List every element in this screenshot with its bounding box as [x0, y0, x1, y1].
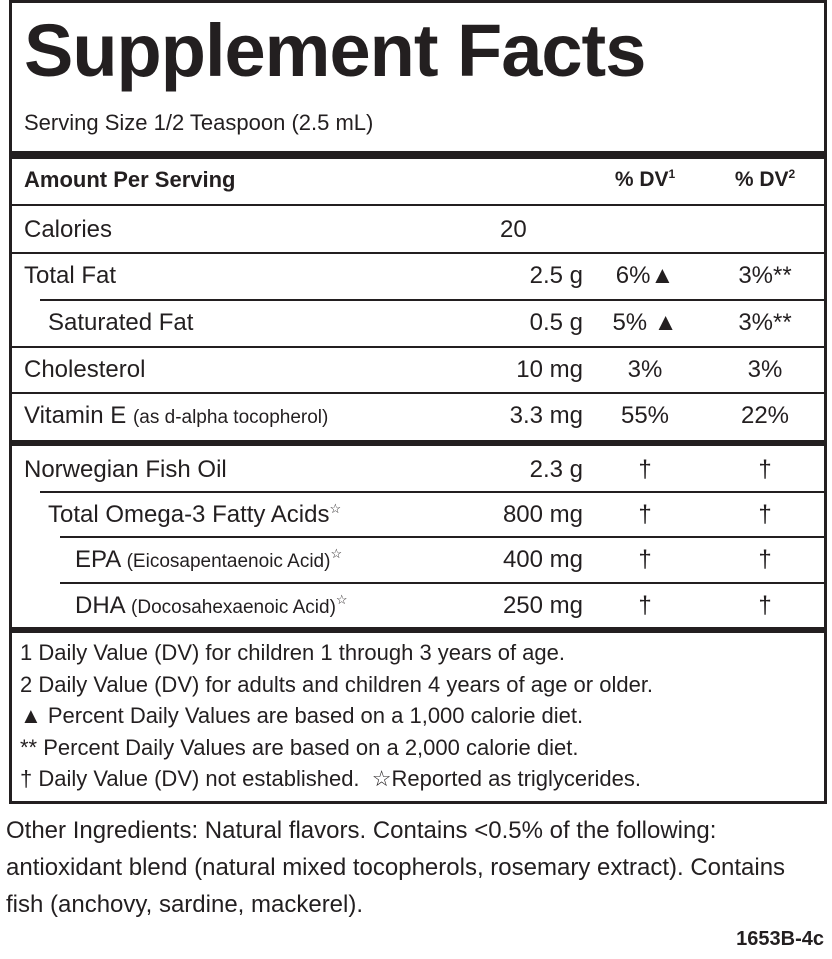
- row-name: Norwegian Fish Oil: [24, 456, 227, 484]
- row-name: Vitamin E (as d-alpha tocopherol): [24, 402, 328, 430]
- header-dv-sup: 2: [788, 167, 796, 181]
- row-name: Total Omega-3 Fatty Acids☆: [48, 501, 341, 529]
- amount: 2.3 g: [529, 456, 583, 483]
- amount: 0.5 g: [529, 309, 583, 336]
- row-name: Calories: [24, 216, 112, 244]
- nutrient-name: Total Fat: [24, 262, 117, 289]
- header-dv-text: % DV: [614, 168, 669, 191]
- footnote: ▲ Percent Daily Values are based on a 1,…: [20, 703, 583, 729]
- nutrient-name: Saturated Fat: [48, 309, 194, 336]
- dv2: †: [758, 456, 772, 483]
- footnote: ** Percent Daily Values are based on a 2…: [20, 735, 579, 761]
- row-name: DHA (Docosahexaenoic Acid)☆: [75, 592, 348, 620]
- footnote: 1 Daily Value (DV) for children 1 throug…: [20, 640, 565, 666]
- amount: 20: [500, 216, 527, 243]
- row-rule: [10, 252, 826, 254]
- dv2: †: [758, 546, 772, 573]
- nutrient-name: Total Omega-3 Fatty Acids: [48, 501, 330, 528]
- nutrient-marker: ☆: [330, 546, 343, 561]
- dv1: †: [638, 592, 652, 619]
- outer-border: [9, 0, 827, 804]
- nutrient-name: Norwegian Fish Oil: [24, 456, 227, 483]
- dv1: 55%: [620, 402, 670, 429]
- footnote-text: ▲ Percent Daily Values are based on a 1,…: [20, 703, 584, 728]
- nutrient-name: DHA: [75, 592, 125, 619]
- footnote-text: ☆Reported as triglycerides.: [371, 766, 641, 791]
- dv1: †: [638, 456, 652, 483]
- thick-rule: [10, 440, 826, 446]
- thick-rule: [10, 627, 826, 633]
- row-rule: [40, 491, 826, 493]
- dv1: †: [638, 546, 652, 573]
- header-dv: % DV1: [585, 167, 705, 192]
- dv1: 5% ▲: [612, 309, 678, 336]
- row-rule: [60, 536, 826, 538]
- row-name: Total Fat: [24, 262, 116, 290]
- dv2: 3%**: [738, 262, 792, 289]
- nutrient-note: (as d-alpha tocopherol): [132, 407, 329, 428]
- nutrient-marker: ☆: [335, 592, 348, 607]
- product-code: 1653B-4c: [736, 928, 824, 950]
- dv1: 6%▲: [615, 262, 675, 289]
- row-name: Saturated Fat: [48, 309, 193, 337]
- footnote-text: 1 Daily Value (DV) for children 1 throug…: [20, 640, 565, 665]
- nutrient-note: (Docosahexaenoic Acid): [131, 597, 336, 618]
- amount: 2.5 g: [529, 262, 583, 289]
- row-name: EPA (Eicosapentaenoic Acid)☆: [75, 546, 342, 574]
- row-name: Cholesterol: [24, 356, 145, 384]
- dv2: 3%**: [738, 309, 792, 336]
- nutrient-name: Cholesterol: [24, 356, 146, 383]
- amount: 10 mg: [516, 356, 583, 383]
- footnote-text: ** Percent Daily Values are based on a 2…: [20, 734, 579, 760]
- row-rule: [10, 346, 826, 348]
- amount: 800 mg: [502, 501, 583, 528]
- amount: 250 mg: [502, 592, 583, 619]
- footnote: † Daily Value (DV) not established. ☆Rep…: [20, 766, 641, 792]
- footnote: 2 Daily Value (DV) for adults and childr…: [20, 672, 653, 698]
- header-dv-text: % DV: [734, 168, 789, 191]
- nutrient-name: EPA: [75, 546, 120, 573]
- other-ingredients: Other Ingredients: Natural flavors. Cont…: [6, 817, 786, 918]
- thick-rule: [10, 151, 826, 159]
- nutrient-note: (Eicosapentaenoic Acid): [126, 551, 331, 572]
- serving-size: Serving Size 1/2 Teaspoon (2.5 mL): [24, 110, 374, 135]
- row-rule: [10, 392, 826, 394]
- nutrient-marker: ☆: [329, 501, 342, 516]
- footnote-text: † Daily Value (DV) not established.: [20, 766, 360, 791]
- title: Supplement Facts: [24, 9, 646, 92]
- row-rule: [60, 582, 826, 584]
- amount: 400 mg: [502, 546, 583, 573]
- dv2: 3%: [747, 356, 783, 383]
- dv1: 3%: [627, 356, 663, 383]
- dv1: †: [638, 501, 652, 528]
- dv2: 22%: [740, 402, 790, 429]
- row-rule: [10, 204, 826, 206]
- row-rule: [40, 299, 826, 301]
- nutrient-name: Calories: [24, 216, 113, 243]
- header-dv: % DV2: [705, 167, 825, 192]
- nutrient-name: Vitamin E: [24, 402, 127, 429]
- footnote-text: 2 Daily Value (DV) for adults and childr…: [20, 671, 654, 697]
- dv2: †: [758, 501, 772, 528]
- dv2: †: [758, 592, 772, 619]
- header-label: Amount Per Serving: [24, 167, 236, 192]
- amount: 3.3 mg: [509, 402, 583, 429]
- header-dv-sup: 1: [668, 167, 676, 181]
